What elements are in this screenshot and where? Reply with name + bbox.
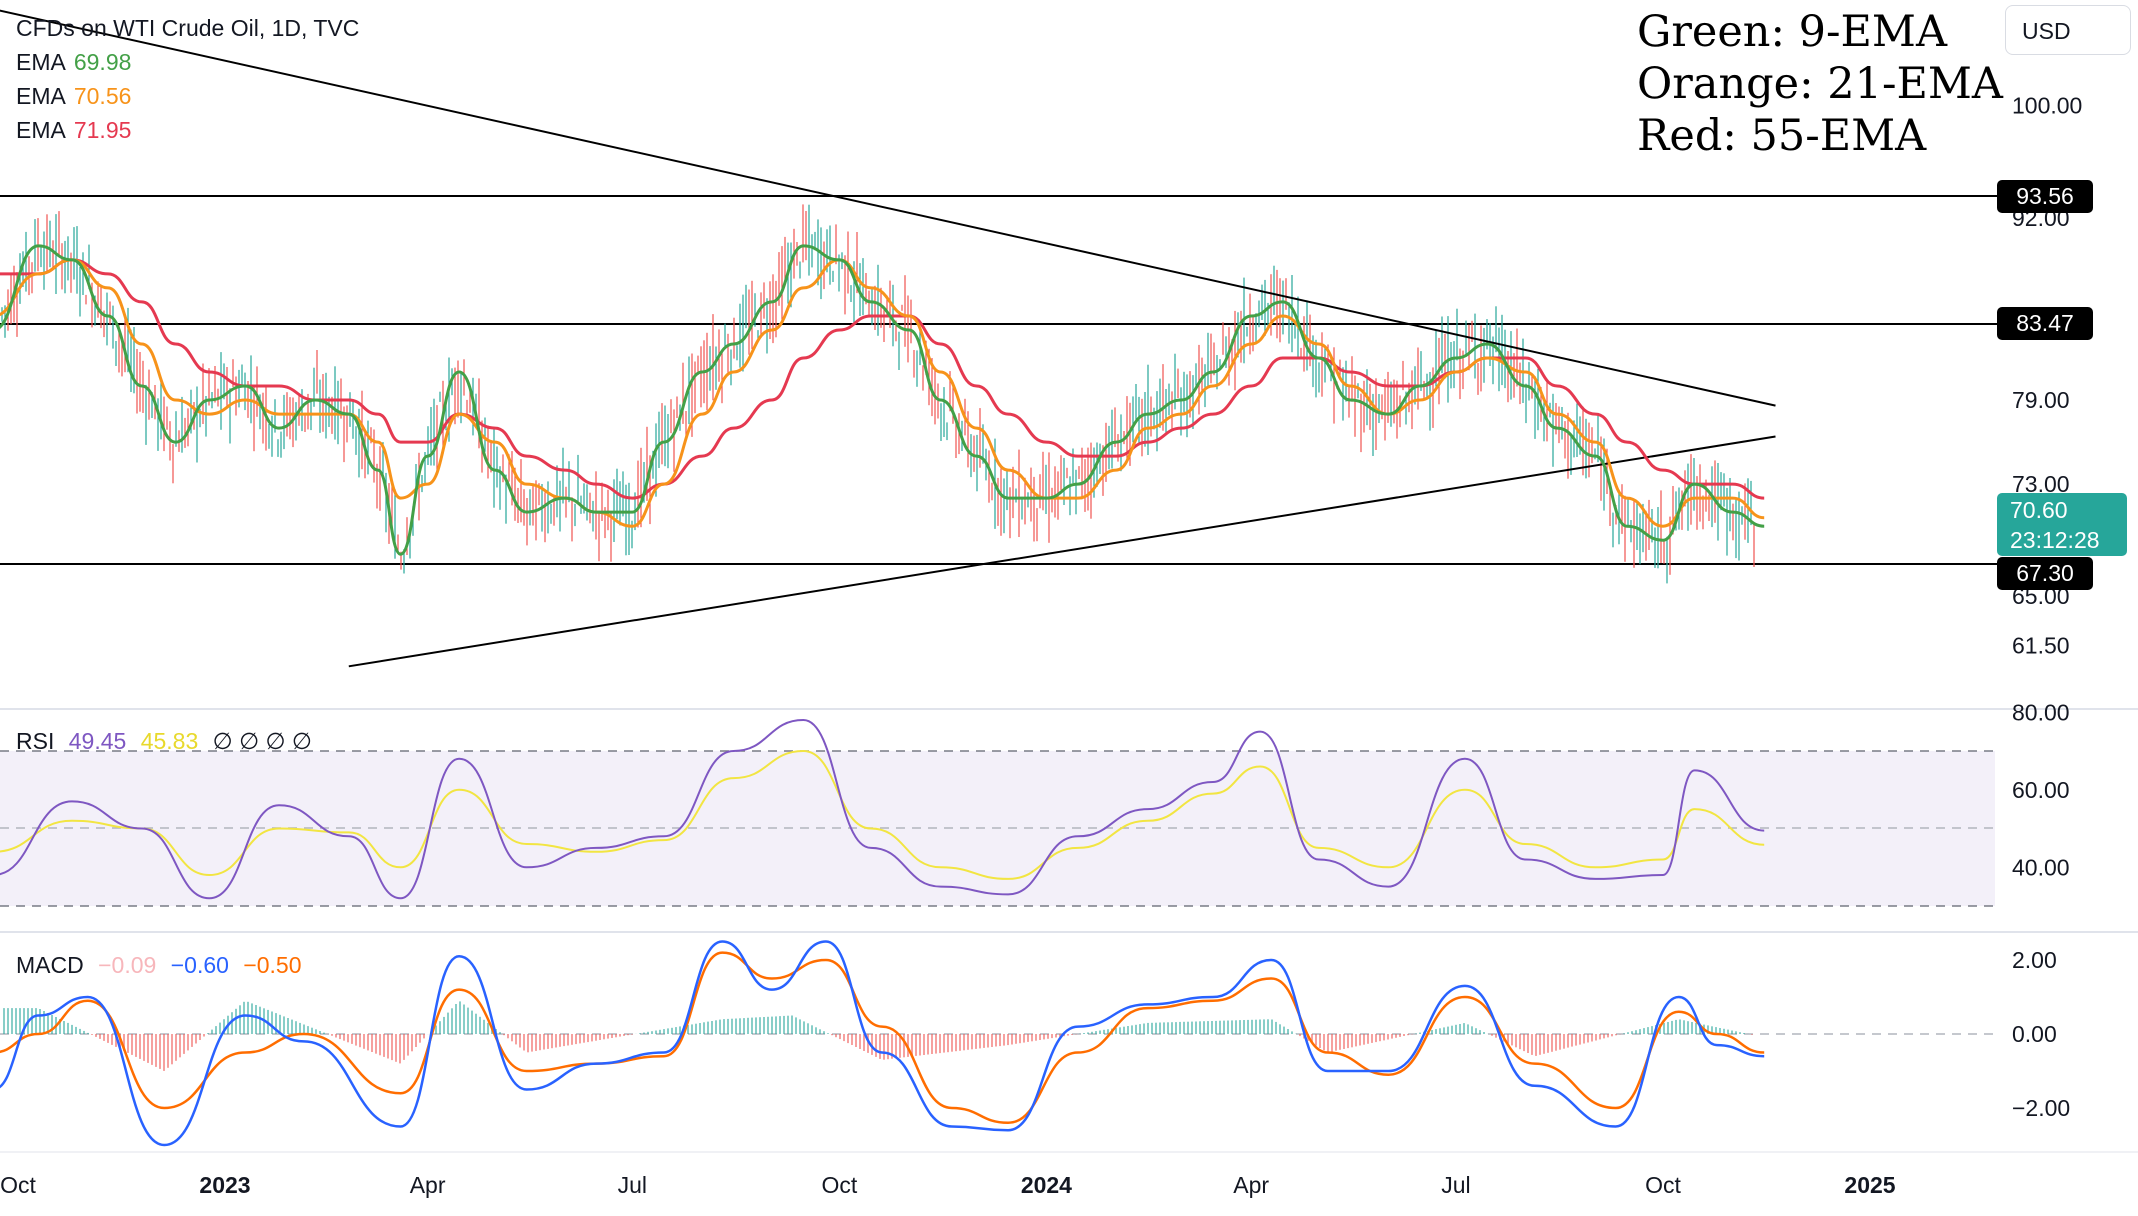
price-candles [1,204,1755,584]
rsi-lines [0,719,1765,900]
currency-button[interactable]: USD [2005,5,2131,55]
rsi-label: RSI [16,728,55,754]
bar-countdown: 23:12:28 [2010,527,2100,553]
macd-lines [0,940,1765,1147]
ema-21-line [0,258,1765,528]
rsi-ma-value: 45.83 [140,728,199,754]
annotation-line-red: Red: 55-EMA [1637,111,1927,161]
macd-line [0,940,1765,1147]
trendline-descending [0,9,1776,407]
rsi-tick-label: 40.00 [2012,854,2070,880]
macd-tick-label: 2.00 [2012,947,2057,973]
ema-slow-label: EMA [16,117,66,143]
macd-signal-line [0,951,1765,1125]
rsi-tick-label: 60.00 [2012,777,2070,803]
ema-mid-value: 70.56 [73,83,132,109]
macd-signal-value: −0.50 [243,952,302,978]
trendline-ascending [348,435,1776,668]
tag-93-56[interactable]: 93.56 [1997,180,2093,213]
tag-67-30-text: 67.30 [2016,560,2074,586]
ema-9-line [0,244,1765,556]
rsi-tick-label: 80.00 [2012,699,2070,725]
ema-fast-label: EMA [16,49,66,75]
ema-slow-legend[interactable]: EMA 71.95 [16,113,359,147]
price-legend: CFDs on WTI Crude Oil, 1D, TVC EMA 69.98 … [16,11,359,147]
annotation-line-green: Green: 9-EMA [1637,7,1948,57]
tag-67-30[interactable]: 67.30 [1997,557,2093,590]
time-tick-label: Jul [1441,1172,1470,1198]
ema-fast-legend[interactable]: EMA 69.98 [16,45,359,79]
last-price-value: 70.60 [2010,497,2068,523]
macd-histogram-value: −0.09 [98,952,157,978]
macd-tick-label: −2.00 [2012,1095,2070,1121]
price-axis-ticks: 61.5065.0073.0079.0092.00100.0040.0060.0… [2012,93,2082,1121]
rsi-ma-line [0,750,1765,880]
ema-mid-label: EMA [16,83,66,109]
time-tick-label: 2023 [199,1172,250,1198]
rsi-placeholders: ∅ ∅ ∅ ∅ [212,728,312,754]
time-tick-label: Oct [0,1172,36,1198]
tag-83-47[interactable]: 83.47 [1997,307,2093,340]
ema-annotation: Green: 9-EMA Orange: 21-EMA Red: 55-EMA [1637,6,2003,162]
time-tick-label: Apr [1233,1172,1269,1198]
symbol-title[interactable]: CFDs on WTI Crude Oil, 1D, TVC [16,15,360,41]
macd-legend[interactable]: MACD −0.09 −0.60 −0.50 [16,948,302,982]
time-tick-label: Apr [410,1172,446,1198]
last-price-tag[interactable]: 70.60 23:12:28 [1997,493,2127,556]
time-tick-label: 2024 [1021,1172,1072,1198]
ema-lines [0,244,1765,556]
ema-mid-legend[interactable]: EMA 70.56 [16,79,359,113]
rsi-value: 49.45 [68,728,127,754]
ema-fast-value: 69.98 [73,49,132,75]
time-axis-ticks: Oct 2023 Apr Jul Oct 2024 Apr Jul Oct 2025 [0,1172,1896,1198]
rsi-legend[interactable]: RSI 49.45 45.83 ∅ ∅ ∅ ∅ [16,724,312,758]
price-tick-label: 79.00 [2012,387,2070,413]
price-tick-label: 73.00 [2012,471,2070,497]
tag-83-47-text: 83.47 [2016,310,2074,336]
price-tick-label: 61.50 [2012,632,2070,658]
time-tick-label: 2025 [1844,1172,1895,1198]
annotation-line-orange: Orange: 21-EMA [1637,59,2003,109]
macd-label: MACD [16,952,84,978]
tag-93-56-text: 93.56 [2016,183,2074,209]
time-tick-label: Oct [1645,1172,1681,1198]
price-tick-label: 100.00 [2012,93,2082,119]
macd-line-value: −0.60 [170,952,229,978]
trendlines[interactable] [0,0,1776,668]
ema-slow-value: 71.95 [73,117,132,143]
time-tick-label: Jul [618,1172,647,1198]
time-tick-label: Oct [822,1172,858,1198]
rsi-line [0,719,1765,900]
macd-tick-label: 0.00 [2012,1021,2057,1047]
